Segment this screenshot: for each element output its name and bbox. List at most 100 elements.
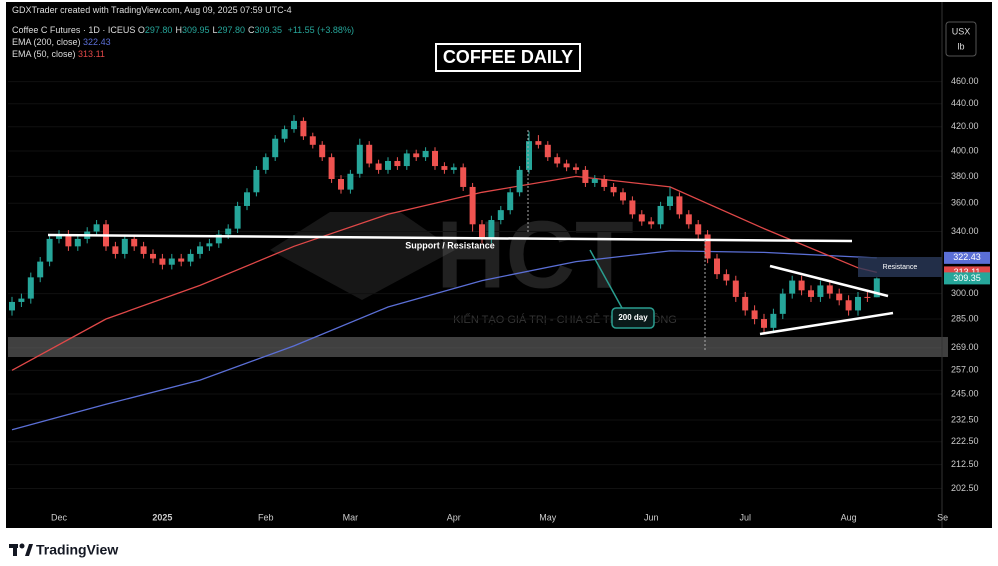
y-tick-label: 202.50 bbox=[951, 483, 979, 493]
ohlc: O297.80 H309.95 L297.80 C309.35 bbox=[138, 25, 285, 35]
candle-body bbox=[714, 258, 720, 275]
candle-body bbox=[723, 274, 730, 281]
legend-value: 322.43 bbox=[83, 37, 111, 47]
candle-body bbox=[215, 234, 222, 244]
candle-body bbox=[648, 221, 655, 225]
candle-body bbox=[488, 220, 495, 239]
candle-body bbox=[629, 200, 636, 215]
candle-body bbox=[121, 238, 128, 254]
resistance-label: Resistance bbox=[883, 264, 918, 271]
candle-body bbox=[197, 246, 203, 254]
chart-background bbox=[6, 2, 992, 528]
footer bbox=[0, 528, 998, 566]
triangle-lower bbox=[759, 311, 894, 336]
candle-body bbox=[855, 296, 861, 311]
ohlc-label: H bbox=[175, 25, 182, 35]
candle-body bbox=[150, 253, 156, 259]
y-tick-label: 460.00 bbox=[951, 76, 979, 86]
candle-body bbox=[309, 136, 316, 145]
support-label: Support / Resistance bbox=[405, 240, 495, 250]
watermark-diamond bbox=[270, 212, 455, 300]
price-tag bbox=[944, 272, 990, 285]
x-tick-label: Dec bbox=[51, 512, 68, 522]
watermark-logo: HCT bbox=[436, 201, 633, 308]
candle-body bbox=[798, 280, 805, 291]
price-tag-label: 322.43 bbox=[953, 252, 981, 262]
candle-body bbox=[272, 138, 279, 158]
candle-body bbox=[751, 310, 758, 320]
candle-body bbox=[610, 186, 617, 193]
candle-body bbox=[65, 234, 72, 247]
candle-body bbox=[657, 205, 664, 225]
candle-body bbox=[187, 253, 194, 262]
candle-body bbox=[516, 169, 523, 193]
candle-body bbox=[873, 278, 880, 298]
resistance-box bbox=[858, 257, 942, 277]
candle-body bbox=[845, 300, 852, 311]
candle-body bbox=[761, 319, 767, 328]
candle-body bbox=[18, 298, 25, 302]
ema-line bbox=[11, 250, 877, 431]
y-tick-label: 360.00 bbox=[951, 198, 979, 208]
candle-body bbox=[159, 258, 166, 265]
candle-body bbox=[9, 301, 15, 311]
title-box bbox=[435, 43, 581, 72]
x-tick-label: Apr bbox=[447, 512, 461, 522]
candle-body bbox=[742, 296, 749, 311]
y-tick-label: 300.00 bbox=[951, 288, 979, 298]
candle-body bbox=[338, 179, 344, 190]
candle-body bbox=[291, 120, 297, 130]
candle-body bbox=[563, 163, 570, 168]
candle-body bbox=[582, 169, 589, 183]
x-tick-label: Se bbox=[937, 512, 948, 522]
candle-body bbox=[573, 167, 579, 170]
candle-body bbox=[56, 234, 62, 239]
candle-body bbox=[319, 144, 326, 158]
y-tick-label: 212.50 bbox=[951, 459, 979, 469]
candle-body bbox=[450, 167, 457, 170]
candle-body bbox=[779, 293, 786, 314]
candle-body bbox=[817, 285, 824, 297]
candle-body bbox=[554, 157, 561, 164]
ohlc-value: 309.95 bbox=[181, 25, 210, 35]
candle-body bbox=[620, 192, 626, 201]
candle-body bbox=[432, 150, 438, 167]
legend-label: EMA (50, close) bbox=[12, 49, 76, 59]
ohlc-label: O bbox=[137, 25, 145, 35]
candle-body bbox=[460, 167, 467, 187]
unit-box bbox=[945, 21, 977, 57]
candle-body bbox=[253, 169, 260, 193]
candle-body bbox=[667, 196, 673, 206]
y-tick-label: 285.00 bbox=[951, 313, 979, 323]
y-tick-label: 257.00 bbox=[951, 365, 979, 375]
candle-body bbox=[375, 163, 382, 170]
candle-body bbox=[469, 186, 476, 225]
candle-body bbox=[140, 246, 147, 254]
x-tick-label: Jun bbox=[644, 512, 659, 522]
y-tick-label: 269.00 bbox=[951, 342, 979, 352]
currency: USX bbox=[952, 26, 971, 36]
candle-body bbox=[27, 277, 34, 299]
candle-body bbox=[403, 153, 410, 167]
candle-body bbox=[732, 280, 739, 297]
candle-body bbox=[789, 280, 796, 294]
y-tick-label: 245.00 bbox=[951, 388, 979, 398]
x-tick-label: Aug bbox=[841, 512, 857, 522]
legend-label: EMA (200, close) bbox=[12, 37, 81, 47]
candle-body bbox=[685, 214, 692, 225]
candle-body bbox=[479, 224, 485, 239]
price-tag bbox=[944, 251, 990, 264]
unit: lb bbox=[957, 41, 964, 51]
candle-body bbox=[225, 228, 232, 235]
candle-body bbox=[441, 166, 448, 170]
candle-body bbox=[168, 258, 175, 265]
legend-ema50: EMA (50, close) 313.11 bbox=[12, 49, 105, 59]
candle-body bbox=[422, 150, 429, 158]
candle-body bbox=[37, 261, 44, 278]
y-tick-label: 380.00 bbox=[951, 171, 979, 181]
brand-logo bbox=[13, 544, 17, 556]
support-line bbox=[47, 233, 853, 243]
candle-body bbox=[497, 210, 504, 221]
candle-body bbox=[535, 141, 542, 145]
candle-body bbox=[328, 157, 335, 180]
